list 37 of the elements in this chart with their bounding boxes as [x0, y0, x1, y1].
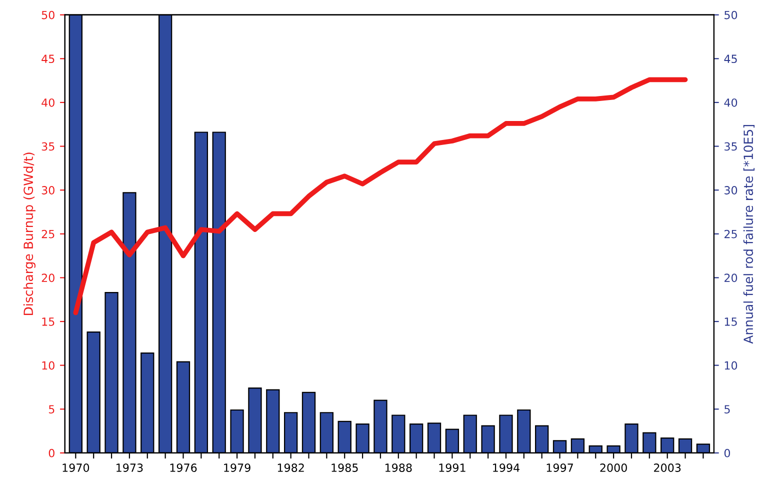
y2-axis-title: Annual fuel rod failure rate [*10E5]	[743, 125, 755, 344]
x-tick-label: 2003	[654, 464, 681, 472]
x-tick-label: 1991	[439, 464, 466, 472]
y-tick-label: 20	[42, 274, 54, 282]
y-tick-label: 50	[42, 10, 54, 20]
x-tick-label: 1985	[332, 464, 358, 472]
y-tick-label: 35	[42, 142, 54, 151]
x-tick-label: 1973	[116, 464, 143, 472]
y-tick-label: 30	[42, 186, 54, 194]
y2-tick-label: 15	[724, 318, 737, 326]
y-tick-label: 45	[42, 54, 54, 64]
x-tick-label: 1988	[385, 464, 412, 472]
y2-tick-label: 0	[724, 448, 730, 458]
y2-tick-label: 50	[724, 10, 738, 20]
y2-tick-label: 45	[724, 54, 737, 64]
y2-tick-label: 10	[724, 361, 738, 370]
y2-tick-label: 30	[724, 186, 738, 194]
y2-tick-label: 25	[724, 230, 737, 238]
x-tick-label: 1994	[493, 464, 520, 472]
x-tick-label: 2000	[600, 464, 627, 472]
y-axis-title: Discharge Burnup (GWd/t)	[23, 152, 36, 315]
y-tick-label: 40	[42, 98, 54, 107]
line-series	[73, 77, 688, 316]
y2-tick-label: 5	[724, 405, 730, 414]
y2-tick-label: 40	[724, 98, 738, 107]
x-tick-label: 1997	[546, 464, 573, 472]
y2-tick-label: 20	[724, 274, 738, 282]
y-tick-label: 5	[48, 405, 54, 414]
x-tick-label: 1970	[62, 464, 90, 472]
x-tick-label: 1979	[224, 464, 250, 472]
y-tick-label: 0	[48, 448, 54, 458]
y-tick-label: 25	[42, 230, 54, 238]
y-tick-label: 10	[42, 361, 54, 370]
x-tick-label: 1976	[170, 464, 197, 472]
y2-tick-label: 35	[724, 142, 737, 151]
x-tick-label: 1982	[278, 464, 304, 472]
y-tick-label: 15	[42, 318, 54, 326]
